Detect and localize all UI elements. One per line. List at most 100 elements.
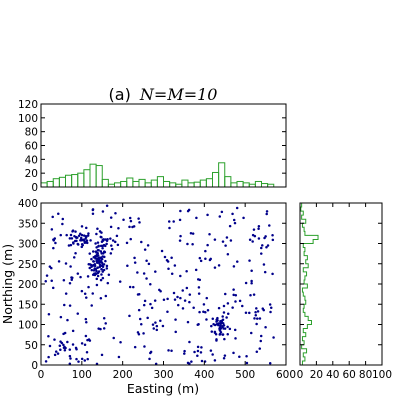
top-hist-bar <box>212 171 220 188</box>
scatter-point <box>59 348 62 351</box>
scatter-point <box>74 346 78 350</box>
scatter-point <box>100 268 103 271</box>
scatter-point <box>91 212 95 215</box>
scatter-point <box>199 351 203 354</box>
scatter-point <box>68 362 72 365</box>
scatter-point <box>84 334 88 338</box>
scatter-point <box>105 242 108 246</box>
top-hist-bar <box>126 177 134 188</box>
scatter-point <box>176 303 180 307</box>
scatter-point <box>74 230 77 233</box>
top-hist-bar <box>52 178 60 188</box>
scatter-point <box>154 270 157 273</box>
scatter-panel: 0 100 200 300 400 500 600 0 50 100 150 200 250 300 350… <box>18 198 296 381</box>
scatter-point <box>258 317 262 320</box>
scatter-point <box>159 289 162 293</box>
scatter-point <box>196 345 200 349</box>
scatter-point <box>91 250 95 253</box>
scatter-point <box>238 299 242 303</box>
scatter-point <box>259 334 263 338</box>
scatter-point <box>122 218 125 222</box>
scatter-point <box>221 240 225 243</box>
scatter-point <box>200 359 204 363</box>
scatter-point <box>225 236 229 239</box>
scatter-ytick-label: 150 <box>18 299 38 311</box>
scatter-point <box>79 275 82 279</box>
scatter-point <box>67 244 71 247</box>
scatter-point <box>109 252 113 255</box>
scatter-point <box>63 303 66 307</box>
scatter-point <box>264 326 267 329</box>
scatter-point <box>85 226 88 230</box>
scatter-point <box>148 357 151 361</box>
scatter-point <box>102 317 106 320</box>
scatter-point <box>262 263 266 266</box>
scatter-point <box>142 272 146 275</box>
scatter-point <box>97 256 101 259</box>
scatter-point <box>206 243 209 247</box>
scatter-point <box>248 311 251 315</box>
scatter-point <box>257 237 261 240</box>
scatter-point <box>77 360 80 363</box>
scatter-point <box>86 338 89 342</box>
scatter-point <box>210 324 213 328</box>
top-hist-bar <box>199 179 207 188</box>
top-hist-bar <box>254 180 262 188</box>
scatter-point <box>80 233 84 237</box>
scatter-ytick-label: 200 <box>18 279 38 291</box>
scatter-point <box>83 234 86 237</box>
top-hist-bar <box>224 176 232 188</box>
scatter-point <box>208 233 211 236</box>
scatter-point <box>217 264 221 267</box>
scatter-point <box>223 354 227 357</box>
scatter-point <box>54 241 57 245</box>
scatter-point <box>84 235 88 239</box>
scatter-ytick-label: 400 <box>18 198 38 210</box>
top-hist-bar <box>65 174 73 188</box>
scatter-point <box>219 321 223 324</box>
scatter-point <box>269 310 272 314</box>
scatter-point <box>211 353 214 356</box>
scatter-point <box>221 322 225 325</box>
scatter-point <box>202 310 205 314</box>
scatter-point <box>255 322 258 326</box>
scatter-point <box>87 285 90 289</box>
scatter-point <box>69 357 72 360</box>
scatter-point <box>218 328 222 331</box>
scatter-point <box>90 257 93 261</box>
scatter-point <box>71 329 75 333</box>
scatter-point <box>100 252 103 255</box>
scatter-point <box>202 303 206 306</box>
scatter-point <box>100 273 103 276</box>
scatter-point <box>107 273 111 276</box>
scatter-point <box>99 278 103 282</box>
scatter-point <box>213 359 217 362</box>
scatter-point <box>95 269 98 273</box>
scatter-point <box>68 354 72 358</box>
scatter-point <box>183 349 186 353</box>
scatter-point <box>76 312 80 315</box>
scatter-point <box>218 215 222 218</box>
top-hist-bar <box>40 182 48 188</box>
top-hist-bar <box>144 182 152 188</box>
scatter-point <box>193 350 196 354</box>
scatter-point <box>125 241 129 245</box>
scatter-point <box>90 268 94 272</box>
scatter-point <box>137 308 141 312</box>
scatter-point <box>137 332 141 336</box>
scatter-point <box>143 345 146 348</box>
scatter-point <box>149 283 152 286</box>
scatter-point <box>165 259 169 262</box>
scatter-point <box>217 306 221 310</box>
scatter-point <box>225 316 228 319</box>
scatter-point <box>61 217 65 221</box>
scatter-point <box>205 296 209 300</box>
scatter-point <box>173 298 177 301</box>
scatter-point <box>132 285 135 289</box>
scatter-point <box>265 212 268 216</box>
scatter-point <box>242 216 245 220</box>
scatter-point <box>151 323 155 326</box>
top-hist-ytick-label: 20 <box>25 168 38 180</box>
scatter-point <box>268 224 271 227</box>
